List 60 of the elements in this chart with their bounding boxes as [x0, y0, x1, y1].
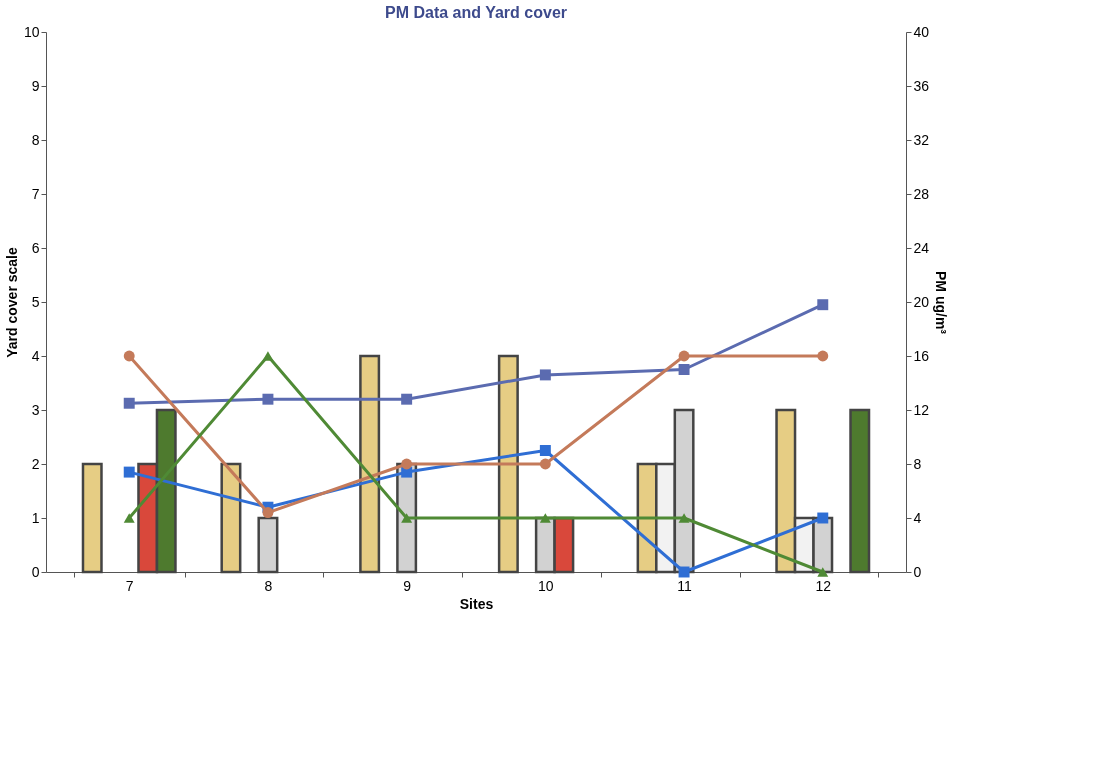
- point: [817, 350, 829, 362]
- y-tick-label: 9: [31, 77, 40, 94]
- bar: [359, 354, 381, 574]
- y2-tick-label: 40: [913, 23, 930, 40]
- y-tick-label: 10: [23, 23, 40, 40]
- x-tick-label: 11: [677, 577, 693, 594]
- y-tick-label: 6: [31, 239, 40, 256]
- point: [678, 350, 690, 362]
- bar: [849, 408, 871, 574]
- point: [539, 369, 551, 381]
- y2-tick-label: 28: [913, 185, 930, 202]
- point: [678, 513, 690, 523]
- bar: [257, 516, 279, 574]
- y2-tick-label: 32: [913, 131, 930, 148]
- bar: [220, 462, 242, 574]
- x-tick-label: 9: [403, 577, 412, 594]
- point: [539, 513, 551, 523]
- y-axis-title: Yard cover scale: [3, 247, 20, 358]
- y-tick-label: 7: [31, 185, 40, 202]
- y2-tick-label: 24: [913, 239, 930, 256]
- y2-tick-label: 20: [913, 293, 930, 310]
- bar: [81, 462, 103, 574]
- x-tick-label: 10: [538, 577, 554, 594]
- y-tick-label: 8: [31, 131, 40, 148]
- point: [262, 351, 274, 361]
- y2-tick-label: 12: [913, 401, 930, 418]
- point: [401, 513, 413, 523]
- y-tick-label: 0: [31, 563, 40, 580]
- y-tick-label: 3: [31, 401, 40, 418]
- y-tick-label: 5: [31, 293, 40, 310]
- y-tick-label: 1: [31, 509, 40, 526]
- point: [678, 364, 690, 375]
- x-tick-label: 12: [815, 577, 832, 594]
- point: [123, 513, 135, 523]
- point: [678, 566, 690, 578]
- point: [817, 512, 829, 524]
- point: [262, 507, 274, 519]
- y2-tick-label: 16: [913, 347, 930, 364]
- y-tick-label: 4: [31, 347, 40, 364]
- point: [401, 458, 413, 470]
- point: [262, 393, 274, 405]
- x-tick-label: 8: [264, 577, 273, 594]
- point: [123, 466, 135, 478]
- x-axis-title: Sites: [459, 595, 494, 612]
- point: [123, 350, 135, 362]
- y-tick-label: 2: [31, 455, 40, 472]
- point: [123, 397, 135, 409]
- bar: [497, 354, 519, 574]
- x-tick-label: 7: [125, 577, 134, 594]
- point: [539, 445, 551, 456]
- point: [401, 393, 413, 405]
- chart-title: PM Data and Yard cover: [385, 4, 567, 21]
- y2-tick-label: 8: [913, 455, 922, 472]
- y2-tick-label: 0: [913, 563, 922, 580]
- y2-tick-label: 36: [913, 77, 930, 94]
- y2-axis-title: PM ug/m³: [933, 271, 950, 335]
- y2-tick-label: 4: [913, 509, 922, 526]
- point: [817, 299, 829, 311]
- point: [817, 567, 829, 577]
- point: [539, 458, 551, 470]
